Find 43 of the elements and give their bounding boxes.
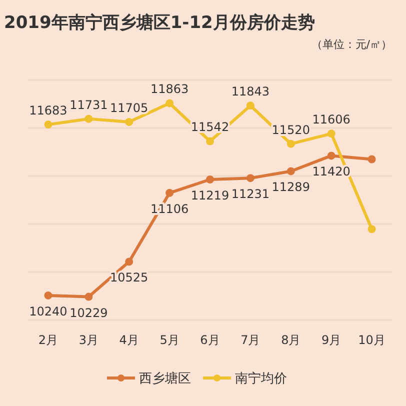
x-tick-label: 6月 xyxy=(200,333,220,347)
point xyxy=(368,225,376,234)
point xyxy=(368,155,376,164)
x-tick-label: 2月 xyxy=(38,333,58,347)
chart-title: 2019年南宁西乡塘区1-12月份房价走势 xyxy=(4,13,315,33)
data-label: 11231 xyxy=(231,187,270,202)
point xyxy=(206,176,214,184)
point xyxy=(84,292,93,301)
point xyxy=(44,120,52,129)
x-tick-label: 10月 xyxy=(358,333,386,347)
data-label: 11843 xyxy=(231,84,270,99)
x-tick-label: 7月 xyxy=(240,333,260,347)
data-label: 11731 xyxy=(70,98,108,112)
x-tick-label: 4月 xyxy=(119,333,139,347)
point xyxy=(84,114,93,123)
x-tick-label: 9月 xyxy=(322,333,342,347)
data-label: 11289 xyxy=(272,180,310,194)
point xyxy=(327,130,336,138)
point xyxy=(246,102,254,110)
point xyxy=(246,174,254,182)
x-tick-label: 8月 xyxy=(281,333,301,347)
data-label: 10229 xyxy=(70,306,108,320)
point xyxy=(125,118,134,126)
point xyxy=(286,140,295,148)
data-label: 11683 xyxy=(29,104,68,118)
legend-label: 西乡塘区 xyxy=(139,372,191,386)
point xyxy=(327,152,336,160)
point xyxy=(166,99,174,108)
data-label: 11863 xyxy=(150,82,189,96)
x-tick-label: 3月 xyxy=(78,333,98,347)
point xyxy=(206,137,214,146)
legend-label: 南宁均价 xyxy=(235,370,287,386)
data-label: 10525 xyxy=(110,270,148,285)
data-label: 11705 xyxy=(110,100,148,115)
data-label: 10240 xyxy=(29,304,68,318)
point xyxy=(166,188,174,197)
point xyxy=(125,258,134,266)
point xyxy=(44,291,52,300)
data-label: 11219 xyxy=(190,188,230,203)
point xyxy=(286,167,295,176)
x-tick-label: 5月 xyxy=(160,333,180,347)
chart-subtitle: （单位：元/㎡） xyxy=(311,38,392,51)
data-label: 11606 xyxy=(312,112,350,127)
